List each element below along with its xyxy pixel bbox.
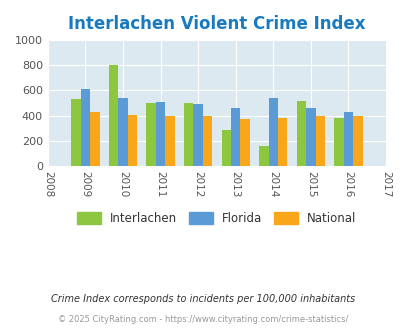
Bar — [333, 118, 343, 166]
Bar — [352, 115, 362, 166]
Bar — [90, 112, 99, 166]
Legend: Interlachen, Florida, National: Interlachen, Florida, National — [72, 207, 360, 230]
Text: © 2025 CityRating.com - https://www.cityrating.com/crime-statistics/: © 2025 CityRating.com - https://www.city… — [58, 315, 347, 324]
Bar — [109, 65, 118, 166]
Bar — [156, 102, 165, 166]
Bar — [230, 109, 240, 166]
Bar — [146, 103, 156, 166]
Bar — [193, 104, 202, 166]
Bar — [343, 112, 352, 166]
Bar — [305, 108, 315, 166]
Bar — [258, 147, 268, 166]
Bar — [118, 98, 128, 166]
Bar — [221, 130, 230, 166]
Bar — [268, 98, 277, 166]
Title: Interlachen Violent Crime Index: Interlachen Violent Crime Index — [68, 15, 365, 33]
Bar — [240, 119, 249, 166]
Bar — [183, 103, 193, 166]
Text: Crime Index corresponds to incidents per 100,000 inhabitants: Crime Index corresponds to incidents per… — [51, 294, 354, 304]
Bar — [165, 116, 174, 166]
Bar — [81, 89, 90, 166]
Bar — [128, 115, 137, 166]
Bar — [202, 116, 212, 166]
Bar — [277, 118, 287, 166]
Bar — [71, 99, 81, 166]
Bar — [296, 101, 305, 166]
Bar — [315, 116, 324, 166]
